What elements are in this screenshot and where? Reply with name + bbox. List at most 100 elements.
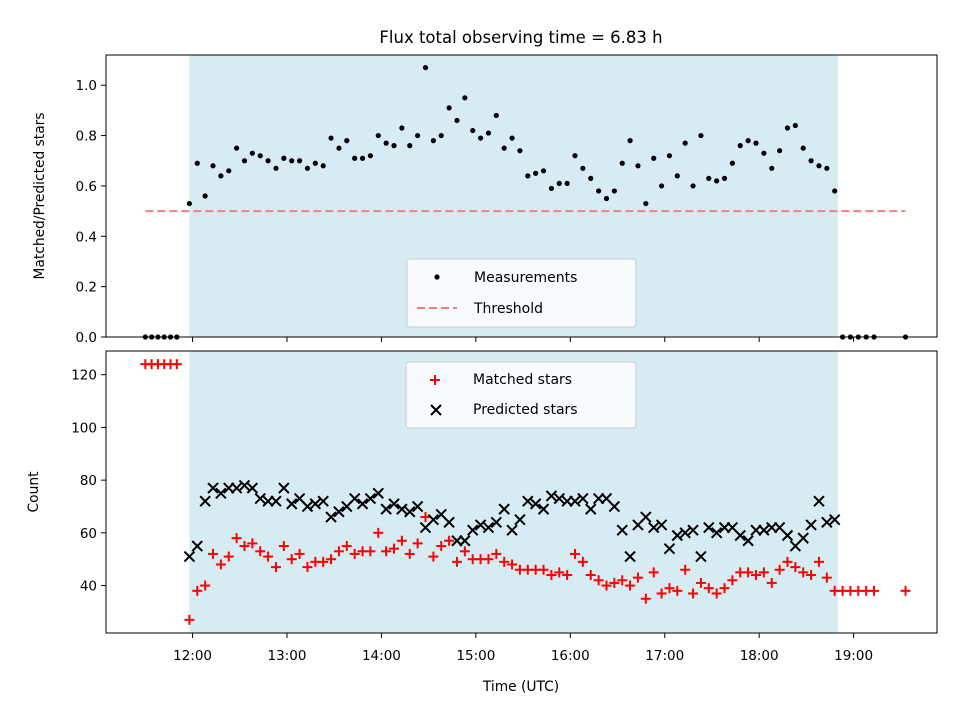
measurement-point [777,148,783,154]
predicted-star-point [758,524,770,536]
matched-star-point [806,570,817,581]
matched-star-point [341,541,352,552]
predicted-star-point [569,495,581,507]
measurement-point [454,117,460,124]
predicted-star-point [813,495,825,507]
legend-matched-marker [430,375,440,385]
predicted-star-point [207,482,219,494]
measurement-point [430,138,436,144]
x-tick-label: 17:00 [645,648,684,664]
top-axes-frame [105,54,938,338]
measurement-point [753,140,759,146]
measurement-point [186,200,193,207]
y-tick-label: 60 [80,526,97,542]
matched-star-point [223,551,234,562]
matched-star-point [585,570,596,581]
matched-star-point [255,546,266,557]
matched-star-point [365,546,376,557]
measurement-point [627,138,633,144]
matched-star-point [420,512,431,523]
predicted-star-point [742,535,754,547]
matched-star-point [404,548,415,559]
top-data-marks [142,64,909,340]
legend-measurements-label: Measurements [474,270,577,286]
predicted-star-point [545,490,558,502]
matched-star-point [349,548,360,559]
measurement-point [281,155,287,161]
matched-star-point [333,546,344,557]
predicted-star-point [317,495,329,507]
measurement-point [304,165,311,171]
matched-star-point [703,583,714,594]
matched-star-point [412,538,423,549]
predicted-star-point [506,524,518,536]
matched-star-point [278,541,289,552]
y-tick-label: 120 [71,368,97,384]
matched-star-point [656,588,667,599]
y-tick-label: 0.0 [76,330,97,346]
measurement-point [784,125,791,131]
measurement-point [745,138,751,144]
measurement-point [249,150,255,156]
matched-star-point [507,559,518,570]
predicted-star-point [372,487,384,500]
measurement-point [399,125,405,131]
measurement-point [611,188,617,194]
matched-star-point [774,564,785,575]
predicted-star-point [585,503,597,515]
predicted-star-point [191,540,203,552]
matched-star-point [751,570,762,581]
measurement-point [635,163,641,169]
predicted-star-point [254,492,266,505]
predicted-star-point [647,521,660,534]
measurement-point [603,195,610,202]
predicted-star-point [238,479,251,492]
predicted-star-point [348,492,361,505]
matched-star-point [171,359,182,370]
y-tick-label: 100 [71,420,97,436]
legend-predicted-label: Predicted stars [473,402,578,418]
matched-star-point [491,548,502,559]
top-y-axis-label: Matched/Predicted stars [32,112,48,279]
matched-star-point [200,580,211,591]
measurement-point [816,163,822,169]
measurement-point [226,168,232,174]
measurement-point [383,140,389,146]
matched-star-point [593,575,604,586]
measurement-point [485,130,492,136]
predicted-star-point [411,500,424,513]
predicted-star-point [356,498,369,510]
bottom-y-axis-label: Count [26,471,42,513]
measurement-point [407,143,413,149]
measurement-point [808,158,814,164]
matched-star-point [632,572,643,583]
measurement-point [359,155,366,161]
matched-star-point [695,577,706,588]
measurement-point [273,165,279,171]
measurement-point [721,175,728,181]
bottom-x-ticks: 12:00 13:00 14:00 15:00 16:00 17:00 18:00 19:00 [173,633,873,664]
bottom-data-marks [140,359,911,625]
matched-star-point [625,580,636,591]
predicted-star-point [577,492,589,505]
predicted-star-point [427,513,440,526]
measurement-point [792,122,798,129]
matched-star-point [483,554,494,565]
x-tick-label: 13:00 [268,648,307,664]
measurement-point [572,153,578,159]
predicted-star-point [278,482,290,494]
matched-star-point [381,546,392,557]
measurement-point [328,135,334,141]
matched-star-point [711,588,722,599]
y-tick-label: 0.2 [76,280,97,296]
matched-star-point [184,614,195,625]
measurement-point [832,188,838,194]
legend-predicted-marker [430,404,442,416]
matched-star-point [389,543,400,554]
predicted-star-point [309,498,322,510]
predicted-star-point [404,506,416,518]
measurement-point [415,132,421,139]
measurement-point [643,200,649,207]
matched-star-point [727,575,738,586]
